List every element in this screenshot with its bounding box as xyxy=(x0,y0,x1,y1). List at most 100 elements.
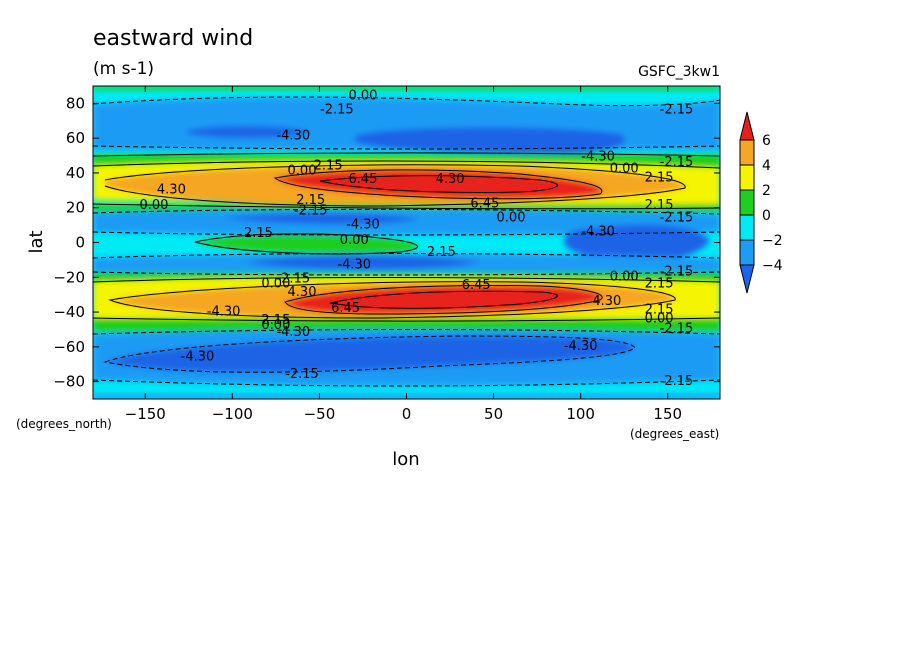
contour-line xyxy=(319,175,558,193)
colorbar-arrow-bottom xyxy=(739,264,755,294)
contour-label: -2.15 xyxy=(276,271,310,286)
contour-line xyxy=(93,231,720,236)
y-tick-label: −80 xyxy=(53,373,85,391)
colorbar-swatch xyxy=(739,164,755,191)
contour-label: -2.15 xyxy=(660,322,694,337)
contour-label: 2.15 xyxy=(296,193,325,208)
contour-label: -2.15 xyxy=(294,203,328,218)
band-sh-westerly-fringe xyxy=(93,318,720,332)
contour-line xyxy=(104,164,686,207)
contour-label: 6.45 xyxy=(331,301,360,316)
contour-line xyxy=(103,335,636,373)
contour-label: 4.30 xyxy=(436,172,465,187)
contour-label: -4.30 xyxy=(276,325,310,340)
contour-lines xyxy=(93,96,720,387)
contour-label: 0.00 xyxy=(261,318,290,333)
contour-label: 0.00 xyxy=(645,311,674,326)
contour-labels: 0.00-2.15 -2.15-4.30-4.30 -2.150.002.150.0… xyxy=(139,89,693,389)
contour-line xyxy=(93,379,720,387)
x-axis-title: lon xyxy=(392,449,419,470)
contour-line xyxy=(93,208,720,215)
colorbar-arrow-top xyxy=(739,111,755,141)
colorbar: 6 4 2 0 −2 −4 xyxy=(739,111,783,294)
contour-label: 6.45 xyxy=(462,278,491,293)
contour-line xyxy=(93,277,720,283)
band-nh-subtropic-strong-easterly xyxy=(220,213,420,224)
contour-line xyxy=(284,285,603,315)
y-tick-label: 60 xyxy=(66,129,85,147)
contour-label: 0.00 xyxy=(610,162,639,177)
contour-label: 2.15 xyxy=(244,226,273,241)
contour-label: -4.30 xyxy=(564,339,598,354)
contour-label: 2.15 xyxy=(314,158,343,173)
contour-label: 6.45 xyxy=(470,197,499,212)
contour-label: -4.30 xyxy=(346,217,380,232)
contour-label: -4.30 xyxy=(181,350,215,365)
colorbar-swatch xyxy=(739,139,755,166)
y-tick-label: −40 xyxy=(53,303,85,321)
x-axis: −150 −100 −50 0 50 100 150 xyxy=(125,86,682,423)
colorbar-tick-label: 2 xyxy=(762,183,771,199)
contour-label: -2.15 xyxy=(660,155,694,170)
x-tick-label: −100 xyxy=(212,405,253,423)
contour-label: 0.00 xyxy=(139,198,168,213)
colorbar-swatch xyxy=(739,214,755,241)
colorbar-tick-label: 0 xyxy=(762,208,771,224)
contour-line xyxy=(273,169,603,200)
contour-label: 2.15 xyxy=(261,313,290,328)
contour-line xyxy=(93,145,720,150)
contour-label: -4.30 xyxy=(581,150,615,165)
x-tick-label: −150 xyxy=(125,405,166,423)
contour-line xyxy=(93,152,720,157)
contour-line xyxy=(93,253,720,259)
colorbar-tick-label: 6 xyxy=(762,133,771,149)
contour-label: -2.15 xyxy=(660,374,694,389)
band-nh-strong-easterly-west xyxy=(185,126,310,138)
contour-label: 6.45 xyxy=(348,172,377,187)
contour-label: 0.00 xyxy=(348,89,377,104)
contour-line xyxy=(329,290,558,309)
contour-label: 2.15 xyxy=(645,198,674,213)
x-tick-label: −50 xyxy=(304,405,336,423)
y-axis: −80 −60 −40 −20 0 20 40 60 80 xyxy=(53,94,720,391)
contour-label: -2.15 xyxy=(660,264,694,279)
band-equatorial-westerly xyxy=(195,233,418,254)
contour-label: 4.30 xyxy=(288,285,317,300)
contour-line xyxy=(93,160,720,169)
contour-label: 0.00 xyxy=(497,210,526,225)
x-tick-label: 50 xyxy=(484,405,503,423)
band-nh-strong-easterly-east xyxy=(355,127,626,154)
contour-label: -4.30 xyxy=(207,304,241,319)
contour-label: 0.00 xyxy=(340,233,369,248)
contour-label: 2.15 xyxy=(427,245,456,260)
source-label: GSFC_3kw1 xyxy=(638,64,720,80)
contour-label: -2.15 xyxy=(660,103,694,118)
y-tick-label: 0 xyxy=(75,234,85,252)
x-tick-label: 100 xyxy=(566,405,595,423)
colorbar-swatch xyxy=(739,189,755,216)
contour-label: 0.00 xyxy=(288,163,317,178)
y-tick-label: −60 xyxy=(53,338,85,356)
y-tick-label: 20 xyxy=(66,199,85,217)
contour-label: -2.15 xyxy=(660,210,694,225)
x-tick-label: 0 xyxy=(402,405,412,423)
chart-subtitle: (m s-1) xyxy=(93,59,154,79)
contour-label: 4.30 xyxy=(592,294,621,309)
band-sh-subtropic-strong-easterly xyxy=(245,256,480,270)
y-tick-label: 80 xyxy=(66,94,85,112)
y-tick-label: 40 xyxy=(66,164,85,182)
colorbar-tick-label: −2 xyxy=(762,233,783,249)
contour-line xyxy=(194,233,418,255)
contour-label: 2.15 xyxy=(645,303,674,318)
colorbar-swatch xyxy=(739,239,755,266)
contour-line xyxy=(93,317,720,322)
contour-label: 2.15 xyxy=(645,170,674,185)
contour-line xyxy=(93,271,720,276)
contour-label: 4.30 xyxy=(157,183,186,198)
contour-label: -4.30 xyxy=(337,257,371,272)
colorbar-tick-label: −4 xyxy=(762,258,783,274)
x-axis-units: (degrees_east) xyxy=(630,427,719,441)
contour-line xyxy=(108,281,676,319)
colorbar-tick-label: 4 xyxy=(762,158,771,174)
